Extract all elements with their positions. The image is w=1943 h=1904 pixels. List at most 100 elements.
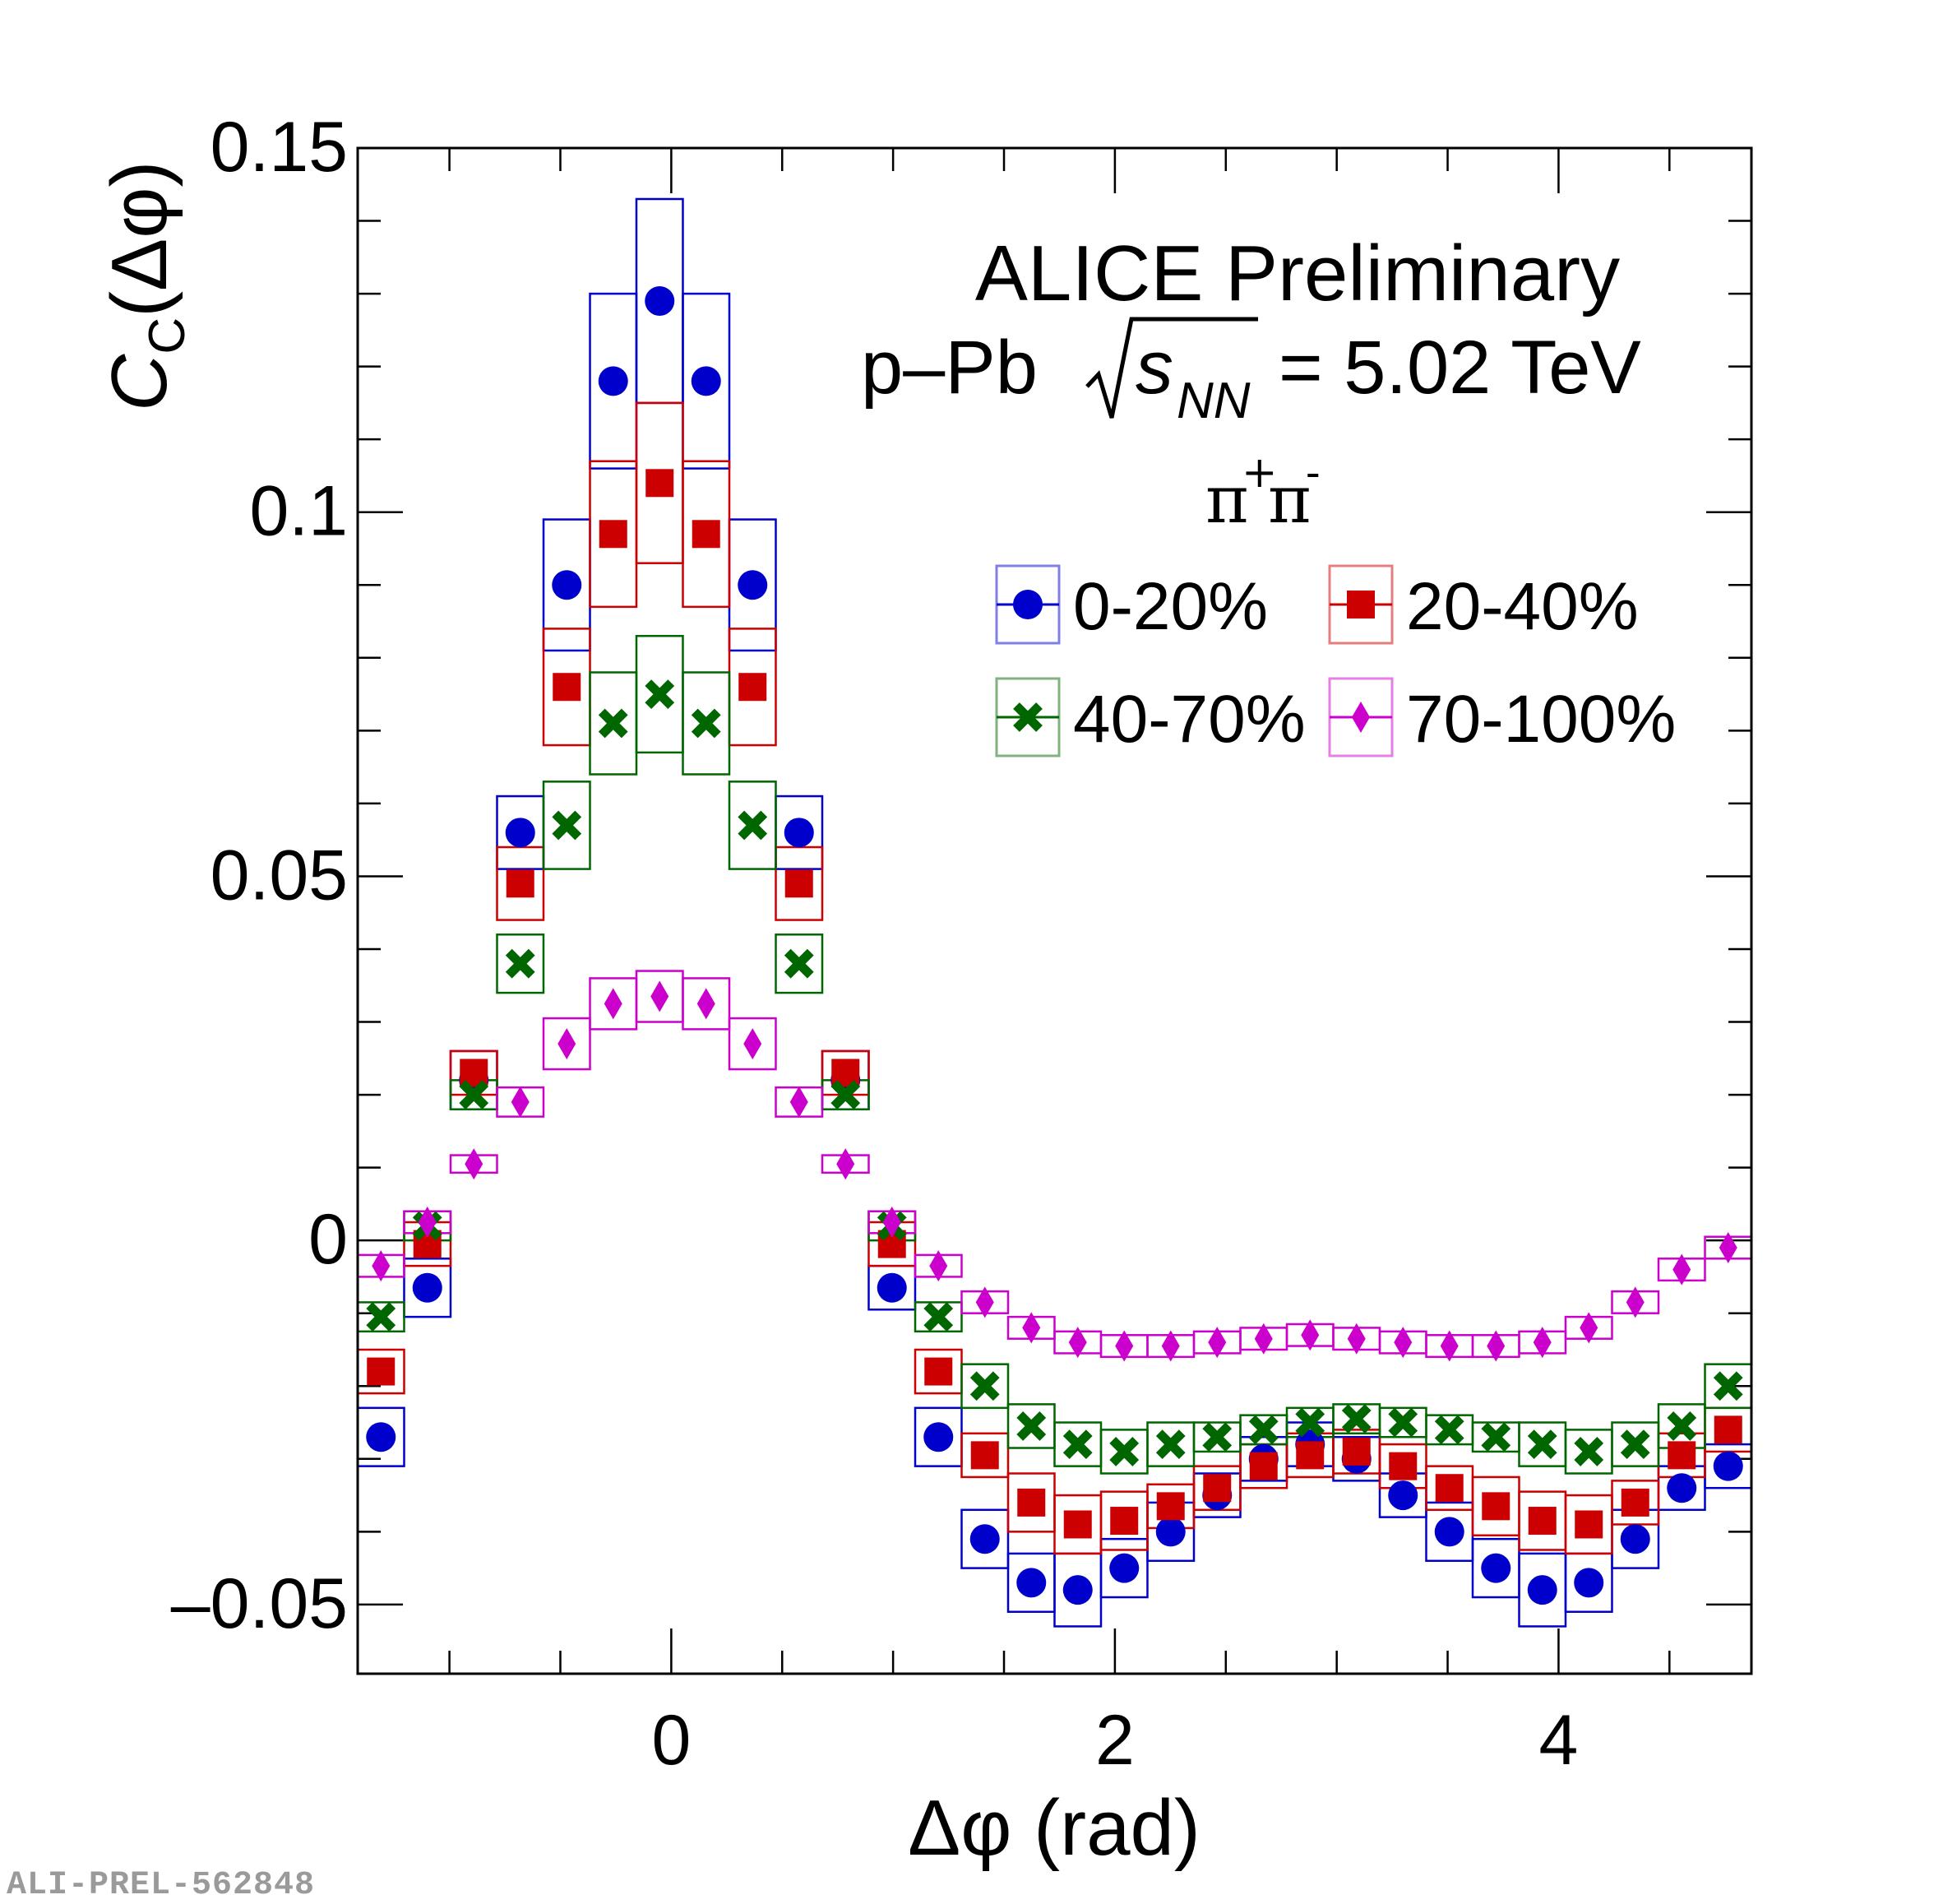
x-tick-label: 2	[1095, 1701, 1135, 1780]
syst-box-0-20pct	[682, 292, 731, 470]
data-point-40-70pct-stroke	[366, 1302, 396, 1332]
data-point-20-40pct	[553, 673, 581, 702]
data-point-40-70pct	[1574, 1437, 1604, 1466]
data-point-40-70pct-stroke	[1295, 1407, 1325, 1438]
system-label: p–Pb s NN = 5.02 TeV	[861, 317, 1641, 429]
chart-title: ALICE Preliminary	[975, 229, 1620, 317]
data-point-40-70pct	[645, 679, 675, 709]
data-point-0-20pct	[691, 366, 721, 396]
y-tick-label: –0.05	[171, 1564, 348, 1643]
data-point-20-40pct	[1528, 1507, 1557, 1536]
data-point-40-70pct	[1109, 1437, 1140, 1466]
data-point-40-70pct	[1341, 1404, 1372, 1434]
data-point-20-40pct	[1342, 1437, 1371, 1466]
data-point-0-20pct	[598, 366, 628, 396]
data-point-40-70pct	[598, 708, 628, 739]
data-point-40-70pct-stroke	[459, 1080, 489, 1110]
data-point-40-70pct-stroke	[969, 1371, 1000, 1401]
data-point-0-20pct	[1109, 1553, 1140, 1583]
data-point-70-100pct	[1068, 1327, 1087, 1359]
sqrt-sign	[1085, 317, 1258, 419]
data-point-0-20pct	[1667, 1473, 1697, 1503]
data-point-40-70pct	[1620, 1429, 1650, 1459]
data-point-40-70pct-stroke	[1062, 1429, 1093, 1459]
legend-marker-40-70pct	[1013, 702, 1043, 732]
pair-minus: -	[1306, 448, 1321, 498]
data-point-20-40pct	[1482, 1492, 1510, 1521]
data-point-20-40pct	[506, 869, 534, 898]
data-point-40-70pct	[1295, 1407, 1325, 1438]
data-point-40-70pct-stroke	[1341, 1404, 1372, 1434]
y-tick-label: 0.15	[210, 108, 348, 187]
data-point-70-100pct	[1115, 1330, 1134, 1362]
data-point-0-20pct	[969, 1524, 1000, 1554]
data-point-70-100pct	[1719, 1232, 1737, 1264]
data-point-70-100pct	[650, 980, 669, 1012]
syst-box-40-70pct	[775, 933, 824, 994]
data-point-70-100pct	[1208, 1327, 1227, 1359]
data-point-20-40pct	[645, 469, 674, 498]
legend-label-70-100pct: 70-100%	[1406, 682, 1676, 757]
legend-marker-70-100pct	[1352, 702, 1370, 733]
data-point-20-40pct	[1110, 1507, 1139, 1536]
data-point-70-100pct	[789, 1086, 808, 1118]
syst-box-0-20pct	[403, 1258, 452, 1318]
data-point-70-100pct	[1161, 1330, 1180, 1362]
data-point-20-40pct	[784, 869, 813, 898]
data-point-70-100pct	[743, 1028, 762, 1060]
data-point-40-70pct	[969, 1371, 1000, 1401]
data-point-40-70pct-stroke	[552, 810, 582, 841]
data-point-0-20pct	[784, 818, 814, 848]
data-point-20-40pct	[1156, 1492, 1185, 1521]
syst-box-70-100pct	[728, 1017, 777, 1071]
data-point-0-20pct	[738, 570, 768, 600]
data-point-0-20pct	[1016, 1568, 1047, 1598]
data-point-0-20pct	[1062, 1575, 1093, 1605]
data-point-70-100pct	[604, 988, 622, 1020]
system-s: s	[1136, 326, 1173, 410]
data-point-40-70pct	[366, 1302, 396, 1332]
data-point-40-70pct	[923, 1302, 954, 1332]
data-point-40-70pct	[552, 810, 582, 841]
data-point-0-20pct	[1155, 1517, 1186, 1547]
data-point-0-20pct	[1574, 1568, 1604, 1598]
data-point-20-40pct	[1249, 1452, 1278, 1480]
data-point-70-100pct	[557, 1028, 576, 1060]
syst-box-0-20pct	[1099, 1537, 1149, 1599]
data-point-20-40pct	[1203, 1474, 1232, 1503]
data-point-20-40pct	[1621, 1488, 1649, 1517]
legend-label-40-70pct: 40-70%	[1073, 682, 1306, 757]
legend-label-20-40pct: 20-40%	[1406, 569, 1639, 644]
data-point-40-70pct	[1062, 1429, 1093, 1459]
data-point-70-100pct	[418, 1207, 437, 1239]
tick-layer	[358, 146, 1751, 1674]
data-point-70-100pct	[836, 1148, 855, 1180]
data-point-70-100pct	[975, 1286, 994, 1318]
data-point-0-20pct	[1481, 1553, 1511, 1583]
syst-box-40-70pct	[682, 671, 731, 776]
data-point-40-70pct	[1248, 1415, 1279, 1445]
legend-marker-20-40pct	[1347, 591, 1375, 618]
data-point-20-40pct	[1668, 1441, 1696, 1470]
svg-text:CC(Δφ): CC(Δφ)	[95, 161, 196, 411]
data-point-20-40pct	[692, 520, 720, 549]
data-point-40-70pct	[830, 1080, 861, 1110]
data-point-0-20pct	[412, 1272, 442, 1303]
data-point-40-70pct-stroke	[1202, 1422, 1233, 1452]
system-energy: = 5.02 TeV	[1279, 326, 1641, 410]
syst-box-20-40pct	[960, 1432, 1010, 1479]
x-tick-label: 4	[1539, 1701, 1579, 1780]
data-point-20-40pct	[1296, 1441, 1325, 1470]
data-point-40-70pct-stroke	[691, 708, 721, 739]
syst-box-20-40pct	[682, 460, 731, 609]
data-point-0-20pct	[505, 818, 535, 848]
data-point-20-40pct	[1575, 1510, 1603, 1539]
data-point-40-70pct-stroke	[1574, 1437, 1604, 1466]
data-point-20-40pct	[970, 1441, 999, 1470]
data-point-70-100pct	[1487, 1330, 1506, 1362]
data-point-70-100pct	[696, 988, 715, 1020]
syst-box-40-70pct	[496, 933, 545, 994]
y-tick-label: 0.1	[249, 472, 348, 551]
data-point-40-70pct-stroke	[1388, 1407, 1418, 1438]
data-point-70-100pct	[1394, 1327, 1413, 1359]
